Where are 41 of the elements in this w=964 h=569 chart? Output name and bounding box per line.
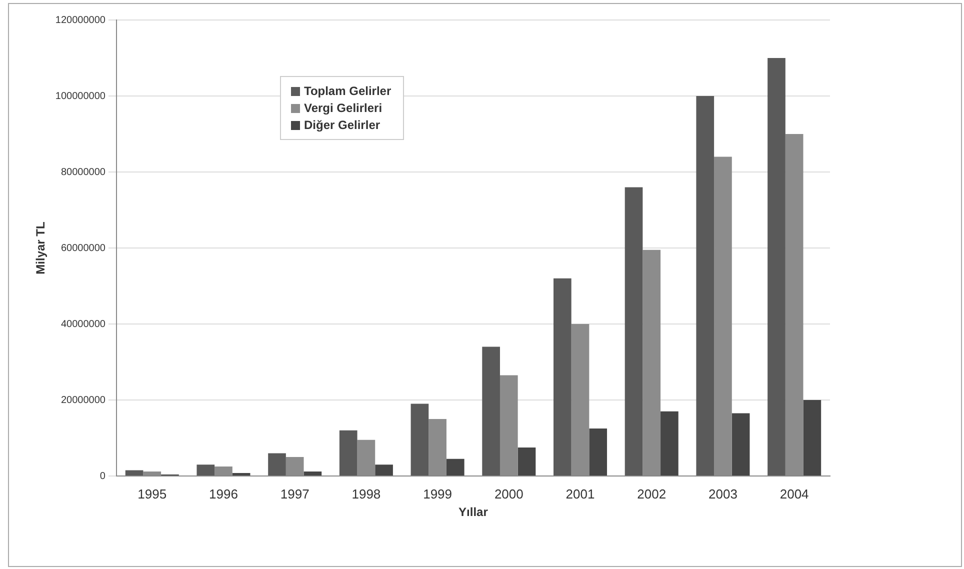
bar	[125, 470, 144, 476]
y-tick-label: 120000000	[55, 14, 106, 26]
bar	[339, 430, 358, 476]
y-tick-label: 20000000	[60, 394, 106, 406]
bar	[624, 187, 643, 476]
y-tick-label: 40000000	[60, 318, 106, 330]
bar	[803, 400, 822, 476]
bar	[232, 472, 250, 476]
bar	[554, 278, 572, 476]
legend-label: Vergi Gelirleri	[304, 101, 382, 115]
bar	[696, 96, 714, 476]
bar	[446, 458, 464, 476]
y-tick-label: 60000000	[60, 242, 106, 254]
legend-label: Toplam Gelirler	[304, 84, 392, 98]
y-tick-label: 80000000	[60, 166, 106, 178]
bar	[589, 428, 608, 476]
bar	[196, 464, 215, 476]
x-tick-label: 1997	[280, 486, 310, 502]
bar	[660, 411, 678, 476]
x-tick-label: 2002	[637, 486, 666, 502]
bar	[732, 413, 750, 476]
x-tick-label: 1999	[423, 486, 452, 502]
bar	[268, 453, 286, 476]
bar	[410, 404, 429, 476]
bar	[518, 448, 536, 476]
bar	[768, 58, 786, 476]
y-tick-label: 100000000	[55, 90, 106, 102]
bar	[304, 471, 322, 476]
x-tick-label: 2004	[780, 486, 809, 502]
y-tick-label: 0	[100, 470, 106, 482]
bar	[482, 346, 500, 476]
legend-label: Diğer Gelirler	[304, 118, 380, 132]
x-tick-label: 2001	[566, 486, 595, 502]
x-tick-label: 2003	[708, 486, 738, 502]
x-tick-label: 1998	[352, 486, 381, 502]
x-tick-label: 1996	[209, 486, 238, 502]
x-tick-label: 2000	[494, 486, 524, 502]
x-tick-label: 1995	[138, 486, 167, 502]
y-axis-title: Milyar TL	[34, 222, 48, 274]
x-axis-title: Yıllar	[458, 505, 488, 520]
bar	[375, 464, 393, 476]
